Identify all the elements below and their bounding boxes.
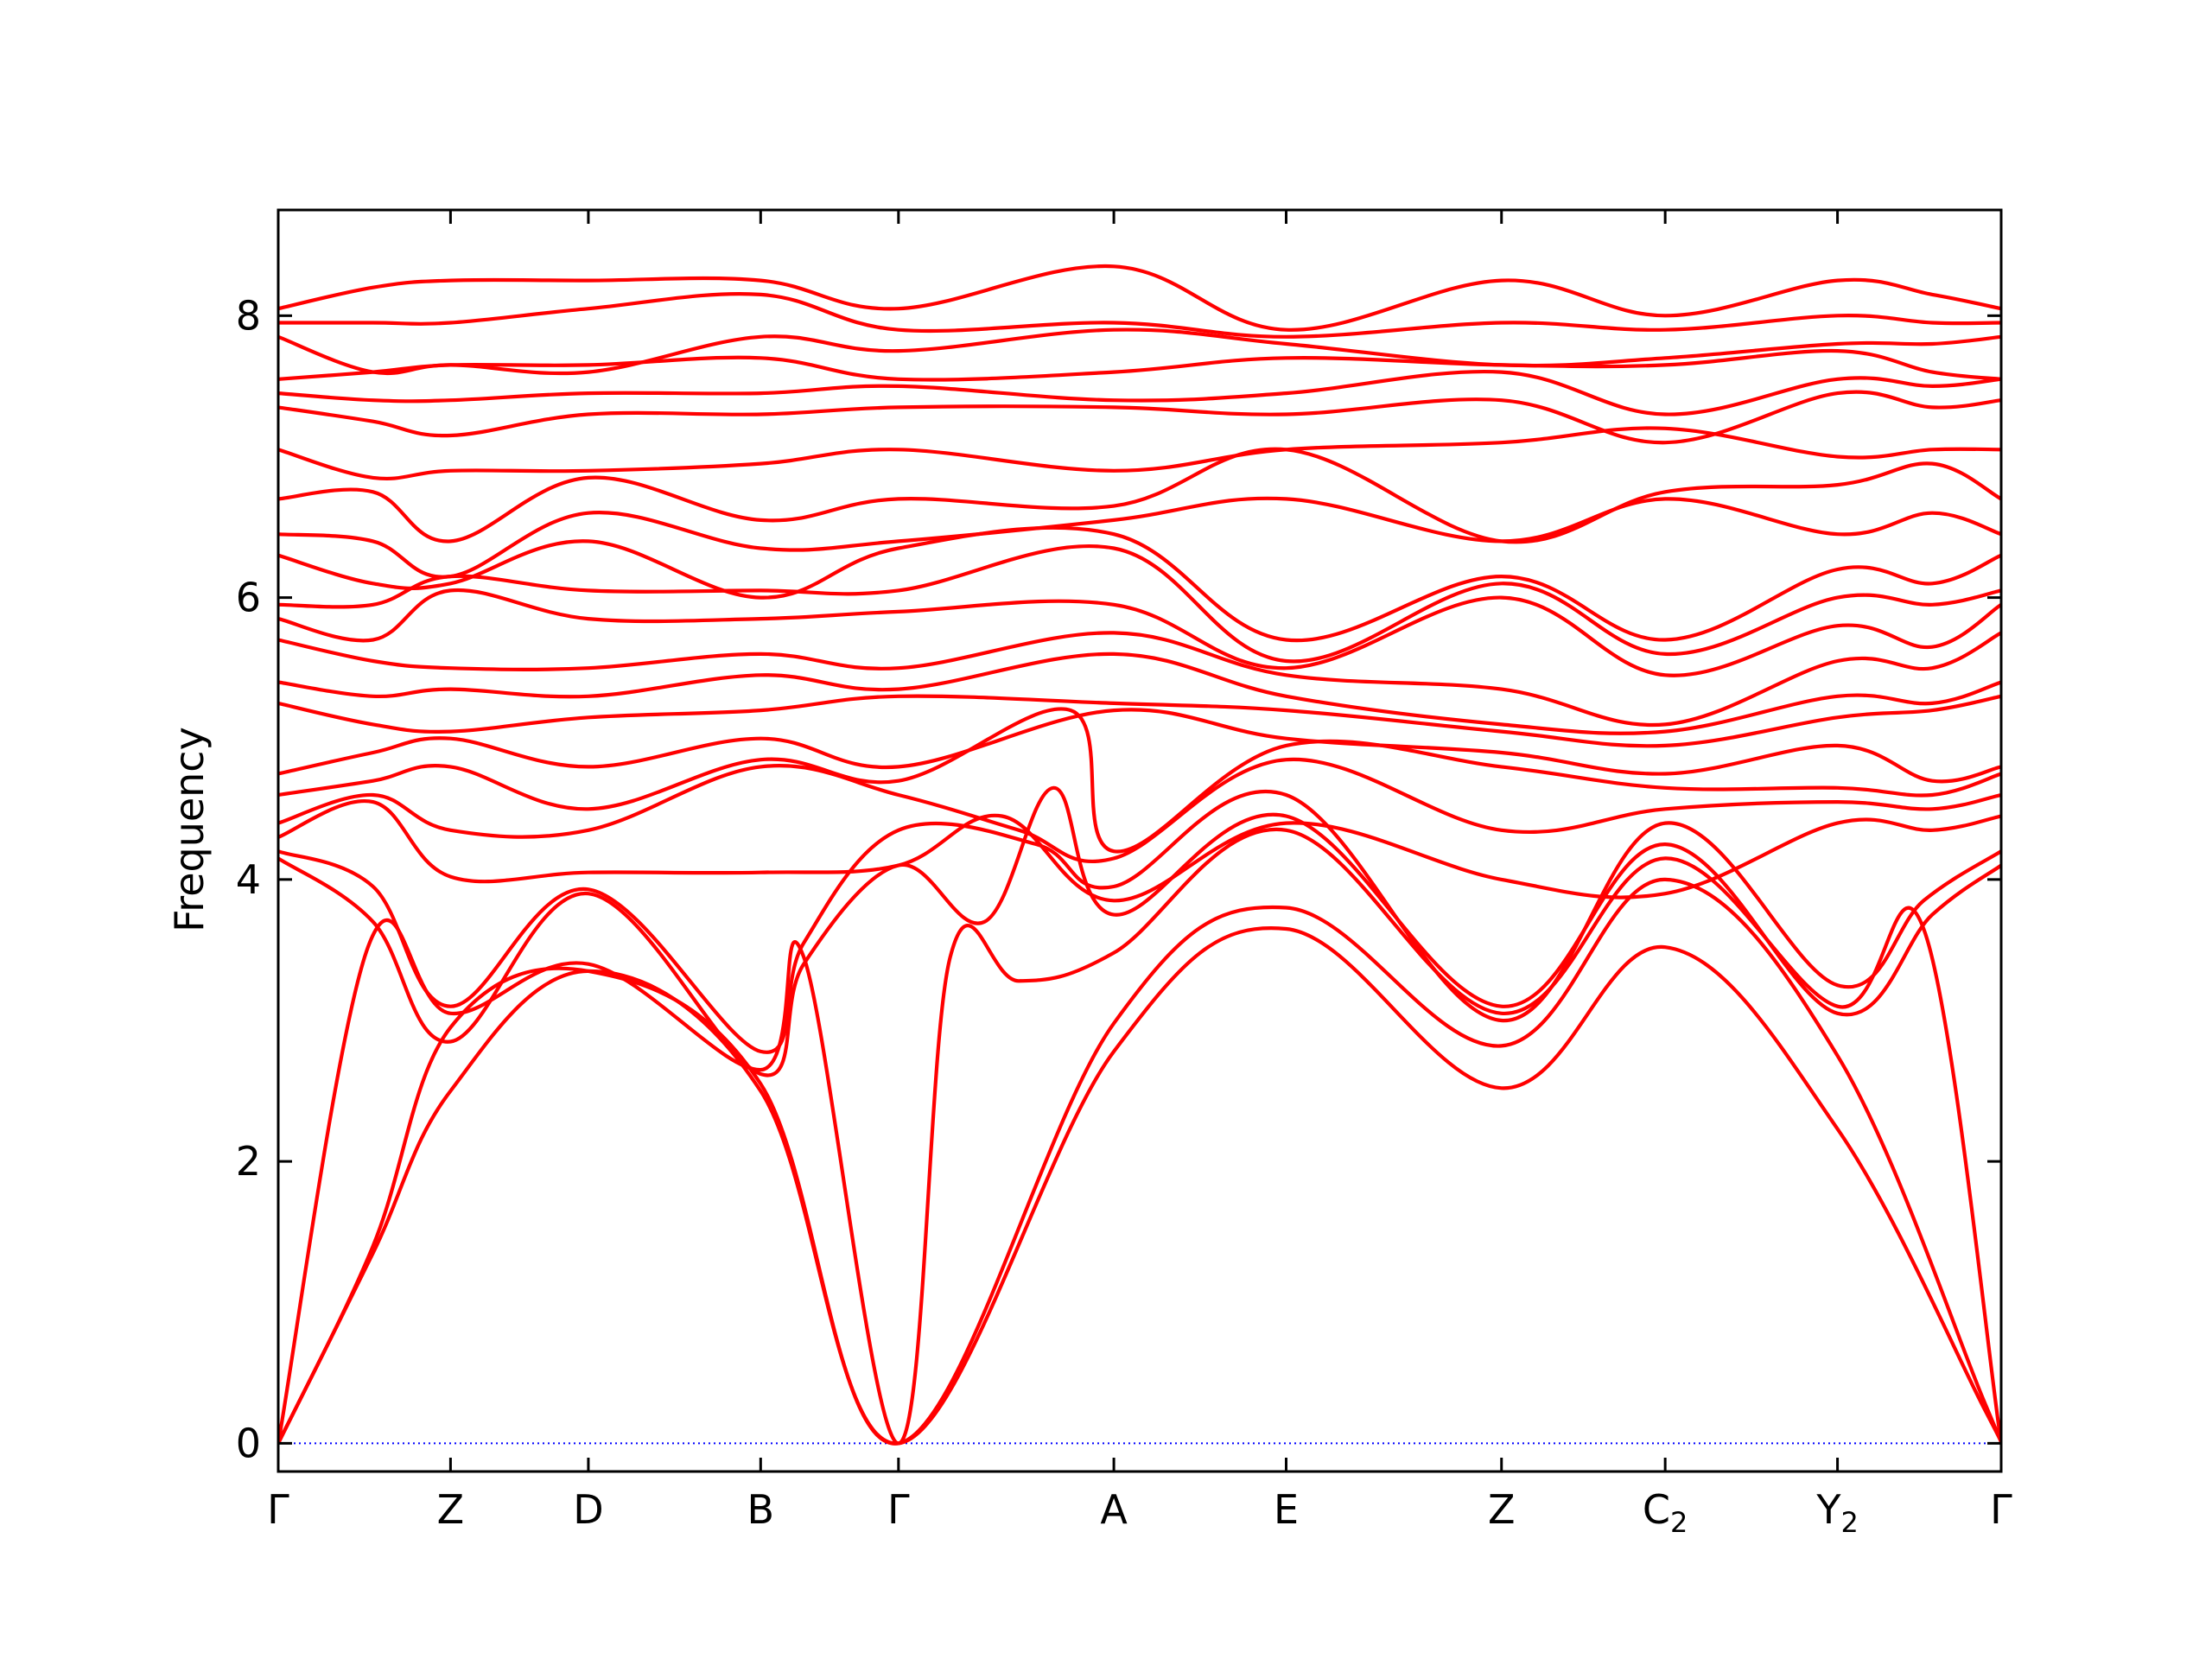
x-axis: Γ Z D B Γ A E Z C2 Y2 Γ (267, 210, 2012, 1539)
x-tick-label: D (573, 1486, 603, 1533)
band-line-11 (278, 652, 2001, 735)
band-line-16 (278, 496, 2001, 579)
band-line-13 (278, 588, 2001, 677)
band-line-12 (278, 631, 2001, 728)
x-tick-label: C2 (1643, 1486, 1688, 1539)
band-line-5 (278, 789, 2001, 1054)
band-line-14 (278, 543, 2001, 664)
x-tick-label: Z (437, 1486, 465, 1533)
band-line-23 (278, 291, 2001, 339)
x-tick-label: E (1274, 1486, 1299, 1533)
band-line-15 (278, 525, 2001, 643)
band-line-19 (278, 390, 2001, 445)
band-line-17 (278, 447, 2001, 544)
plot-frame (276, 208, 2003, 1473)
x-tick-label: Y2 (1815, 1486, 1858, 1539)
band-line-6 (278, 798, 2001, 903)
y-axis-label: Frequency (166, 727, 213, 932)
band-line-24 (278, 264, 2001, 332)
y-axis: 0 2 4 6 8 (236, 292, 2001, 1466)
x-tick-label: A (1100, 1486, 1128, 1533)
x-tick-label: Γ (1990, 1486, 2012, 1533)
y-tick-label: 2 (236, 1138, 261, 1185)
plot-area (278, 264, 2001, 1447)
band-line-2 (278, 877, 2001, 1447)
band-line-18 (278, 426, 2001, 480)
band-line-9 (278, 708, 2001, 784)
band-line-21 (278, 348, 2001, 382)
band-lines (278, 264, 2001, 1447)
band-line-20 (278, 369, 2001, 416)
y-tick-label: 0 (236, 1420, 261, 1466)
band-line-8 (278, 707, 2001, 854)
x-tick-label: Γ (267, 1486, 289, 1533)
band-line-1 (278, 926, 2001, 1446)
band-line-10 (278, 694, 2001, 748)
band-line-4 (278, 785, 2001, 1077)
x-tick-label: Z (1488, 1486, 1516, 1533)
band-line-22 (278, 327, 2001, 376)
y-tick-label: 4 (236, 856, 261, 903)
band-line-7 (278, 757, 2001, 864)
x-tick-label: B (747, 1486, 775, 1533)
y-tick-label: 6 (236, 575, 261, 621)
y-tick-label: 8 (236, 292, 261, 339)
x-tick-label: Γ (887, 1486, 910, 1533)
